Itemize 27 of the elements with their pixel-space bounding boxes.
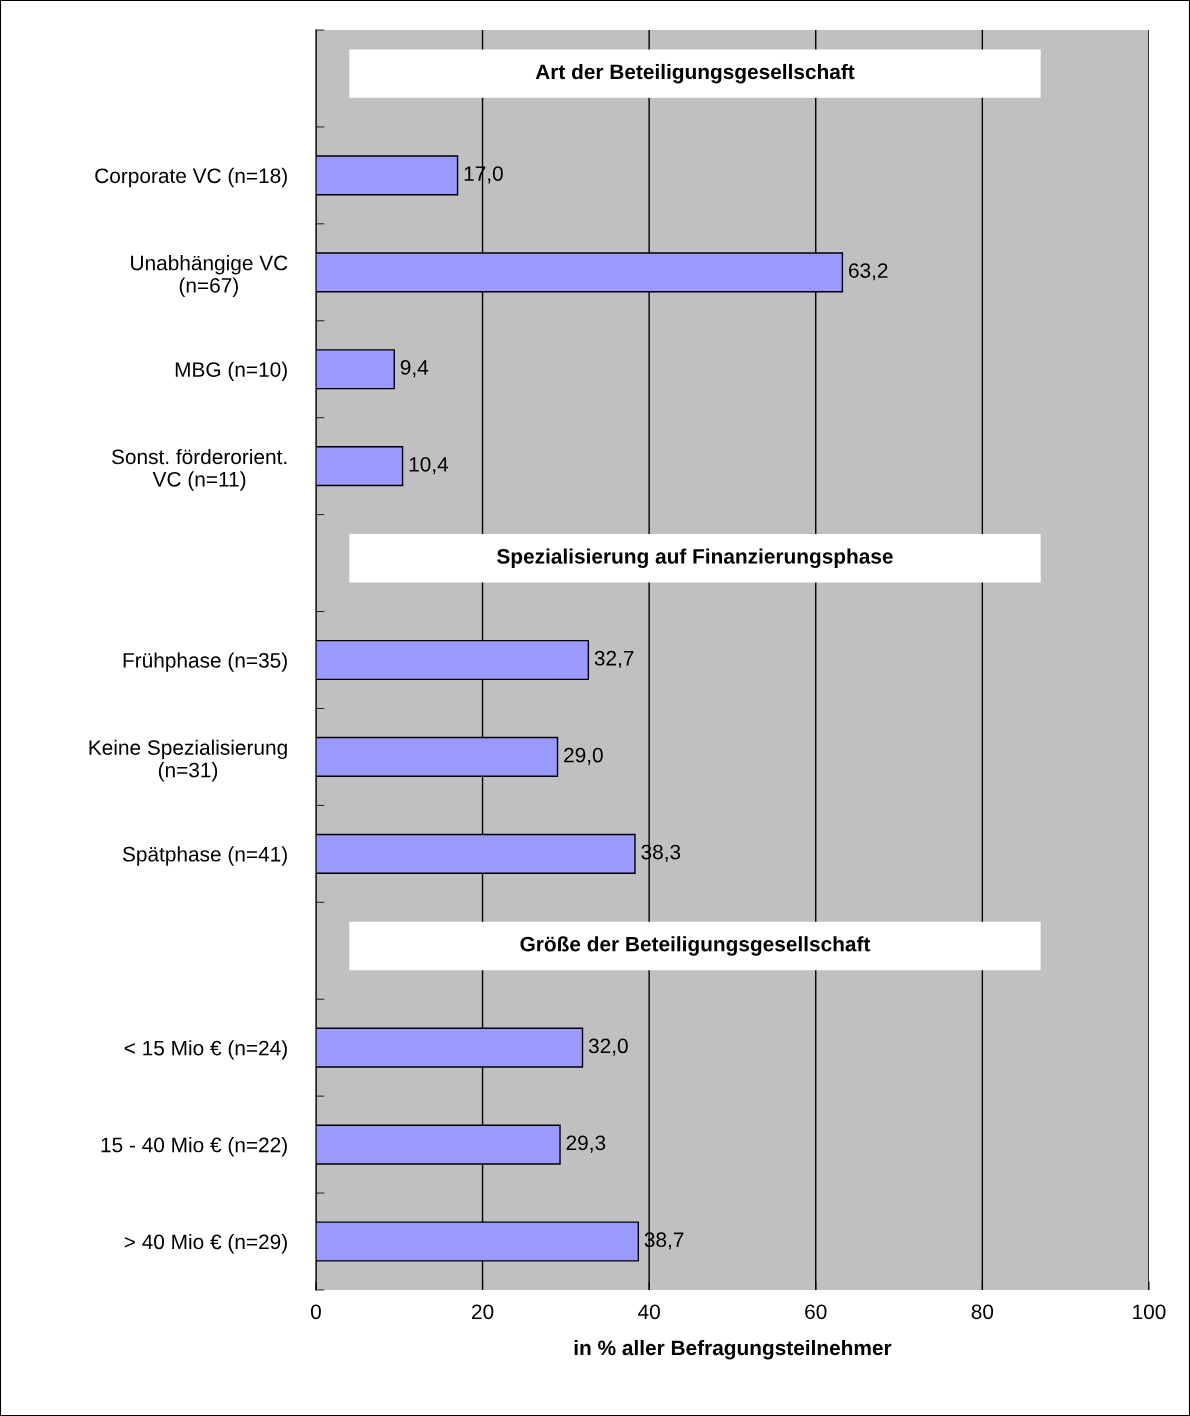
data-label: 32,0 xyxy=(588,1038,628,1056)
data-label: 63,2 xyxy=(849,263,888,281)
data-label: 32,7 xyxy=(594,650,634,669)
data-label: 29,3 xyxy=(566,1135,606,1153)
y-tick-label: Unabhängige VC (n=67) xyxy=(131,255,288,297)
annotation: Art der Beteiligungsgesellschaft xyxy=(535,63,855,84)
y-tick-label: Keine Spezialisierung (n=31) xyxy=(89,739,287,782)
data-label: 29,0 xyxy=(564,747,603,765)
y-tick-label: 15 - 40 Mio € (n=22) xyxy=(101,1137,287,1157)
y-tick-label: Spätphase (n=41) xyxy=(122,846,287,866)
x-tick-label: 80 xyxy=(971,1304,994,1320)
y-tick-label: > 40 Mio € (n=29) xyxy=(124,1233,287,1254)
y-tick-label: < 15 Mio € (n=24) xyxy=(124,1040,287,1060)
y-tick-label: Sonst. förderorient. VC (n=11) xyxy=(111,448,287,491)
data-label: 10,4 xyxy=(409,457,449,475)
x-axis-title: in % aller Befragungsteilnehmer xyxy=(574,1339,892,1360)
y-tick-label: Corporate VC (n=18) xyxy=(95,167,287,188)
x-tick-label: 100 xyxy=(1133,1304,1166,1320)
annotation: Größe der Beteiligungsgesellschaft xyxy=(520,936,871,956)
y-tick-label: MBG (n=10) xyxy=(175,361,287,382)
data-label: 9,4 xyxy=(400,360,429,378)
x-tick-label: 40 xyxy=(638,1304,660,1320)
x-tick-label: 20 xyxy=(472,1304,494,1320)
x-tick-label: 0 xyxy=(310,1304,321,1320)
x-tick-label: 60 xyxy=(805,1304,827,1320)
annotation: Spezialisierung auf Finanzierungsphase xyxy=(497,548,893,568)
y-tick-label: Frühphase (n=35) xyxy=(123,652,287,672)
